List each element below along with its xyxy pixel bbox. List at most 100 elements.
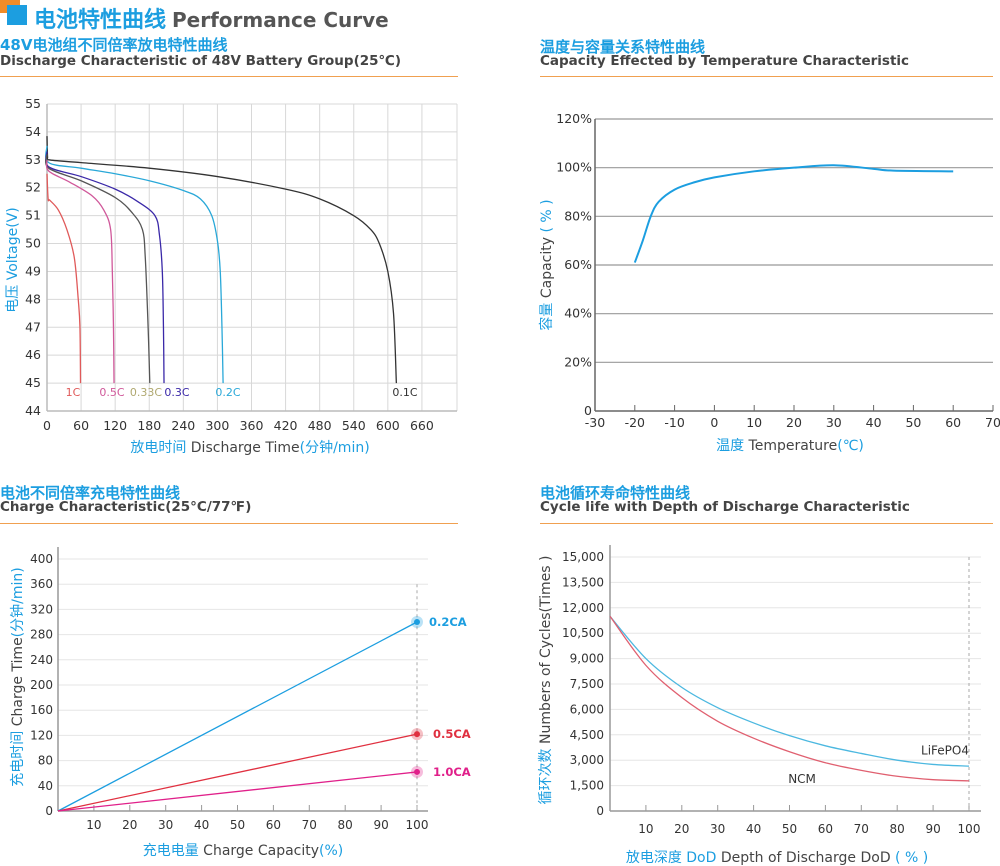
x-axis-label: 充电电量 Charge Capacity(%) (143, 843, 344, 859)
y-tick-label: 3,000 (570, 753, 604, 767)
y-axis-label: 电压 Voltage(V) (5, 207, 21, 312)
x-tick-label: 100 (958, 822, 981, 836)
y-tick-label: 45 (25, 375, 41, 390)
series-line-LiFePO4 (609, 615, 970, 767)
series-line-capacity (633, 164, 954, 263)
y-tick-label: 48 (25, 291, 41, 306)
blue-square-icon (7, 5, 27, 25)
x-tick-label: 240 (171, 418, 195, 433)
series-label: 0.33C (130, 386, 162, 399)
x-tick-label: 70 (302, 818, 317, 832)
chart-1: 44 45 46 47 48 49 50 51 52 53 54 55 0 60 120 180 240 300 3… (5, 96, 458, 456)
y-axis-label-part: 循环次数 (538, 748, 554, 804)
y-tick-label: 6,000 (570, 702, 604, 716)
y-tick-label: 40% (564, 306, 592, 321)
x-tick-label: 70 (985, 415, 1000, 430)
y-tick-label: 12,000 (562, 601, 604, 615)
x-tick-label: 10 (638, 822, 653, 836)
x-tick-label: 10 (86, 818, 101, 832)
y-tick-label: 49 (25, 263, 41, 278)
x-tick-label: 90 (373, 818, 388, 832)
x-tick-label: 600 (376, 418, 400, 433)
chart2-title-zh: 温度与容量关系特性曲线 (540, 38, 706, 56)
series-label: 1.0CA (433, 765, 471, 779)
x-axis-label-part: Depth of Discharge DoD (716, 850, 890, 866)
chart4-title-zh: 电池循环寿命特性曲线 (540, 484, 691, 502)
chart-2: 0 20% 40% 60% 80% 100% 120% -30 -20 -10 0 10 20 30 40 5… (538, 111, 1000, 454)
y-tick-label: 280 (30, 628, 53, 642)
y-tick-label: 400 (30, 552, 53, 566)
x-tick-label: 10 (746, 415, 762, 430)
series-line-NCM (609, 615, 970, 782)
y-axis-label-part: (分钟/min) (9, 567, 26, 637)
series-line-0.3C (45, 151, 165, 384)
y-tick-label: 360 (30, 577, 53, 591)
y-tick-label: 240 (30, 653, 53, 667)
y-tick-label: 50 (25, 236, 41, 251)
y-tick-label: 47 (25, 319, 41, 334)
y-axis-label-part: Capacity (539, 237, 555, 303)
x-tick-label: 40 (194, 818, 209, 832)
chart1-divider (0, 76, 458, 77)
x-axis-label-part: (分钟/min) (300, 439, 370, 456)
y-axis-label: 容量 Capacity ( % ) (538, 199, 555, 330)
x-tick-label: 0 (43, 418, 51, 433)
page-title: 电池特性曲线 Performance Curve (34, 2, 389, 34)
chart1-title-en: Discharge Characteristic of 48V Battery … (0, 53, 402, 69)
y-axis-label: 充电时间 Charge Time(分钟/min) (9, 567, 26, 786)
y-tick-label: 9,000 (570, 652, 604, 666)
x-tick-label: 0 (710, 415, 718, 430)
series-label: 0.2CA (429, 615, 467, 629)
y-tick-label: 13,500 (562, 575, 604, 589)
series-label: 1C (66, 386, 81, 399)
y-axis-label-part: 电压 (5, 285, 21, 313)
chart4-divider (540, 523, 993, 524)
chart4-title-en: Cycle life with Depth of Discharge Chara… (540, 499, 910, 515)
y-tick-label: 46 (25, 347, 41, 362)
x-tick-label: 180 (137, 418, 161, 433)
x-axis-label-part: ( % ) (891, 850, 929, 866)
x-tick-label: 70 (854, 822, 869, 836)
y-tick-label: 80% (564, 208, 592, 223)
x-tick-label: 30 (710, 822, 725, 836)
series-label: 0.5CA (433, 727, 471, 741)
y-tick-label: 0 (45, 804, 53, 818)
y-axis-label-part: 容量 (538, 303, 555, 331)
y-tick-label: 120 (30, 728, 53, 742)
x-tick-label: -20 (625, 415, 645, 430)
y-tick-label: 20% (564, 354, 592, 369)
series-label: 0.5C (99, 386, 124, 399)
y-tick-label: 52 (25, 180, 41, 195)
x-tick-label: 90 (925, 822, 940, 836)
x-tick-label: 80 (890, 822, 905, 836)
x-tick-label: 60 (818, 822, 833, 836)
x-axis-label-part: (℃) (837, 438, 864, 454)
series-label: 0.3C (164, 386, 189, 399)
y-tick-label: 55 (25, 96, 41, 111)
y-tick-label: 200 (30, 678, 53, 692)
x-tick-label: 60 (945, 415, 961, 430)
y-tick-label: 51 (25, 208, 41, 223)
x-tick-label: 540 (342, 418, 366, 433)
page-title-zh: 电池特性曲线 (34, 8, 167, 33)
data-point (414, 619, 420, 625)
x-tick-label: 420 (274, 418, 298, 433)
x-tick-label: 40 (746, 822, 761, 836)
y-axis-label-part: ( % ) (539, 199, 555, 237)
y-tick-label: 80 (38, 754, 53, 768)
chart2-title-en: Capacity Effected by Temperature Charact… (540, 53, 910, 69)
x-tick-label: 40 (866, 415, 882, 430)
chart3-divider (0, 523, 458, 524)
y-tick-label: 40 (38, 779, 53, 793)
x-axis-label-part: Charge Capacity (199, 843, 319, 859)
chart3-title-zh: 电池不同倍率充电特性曲线 (0, 484, 181, 502)
y-tick-label: 44 (25, 403, 41, 418)
series-line-0.5CA (57, 733, 418, 812)
y-tick-label: 15,000 (562, 550, 604, 564)
x-axis-label-part: 放电时间 (130, 440, 186, 456)
x-tick-label: 50 (230, 818, 245, 832)
y-tick-label: 0 (596, 804, 604, 818)
series-line-1C (46, 173, 82, 384)
y-tick-label: 0 (584, 403, 592, 418)
